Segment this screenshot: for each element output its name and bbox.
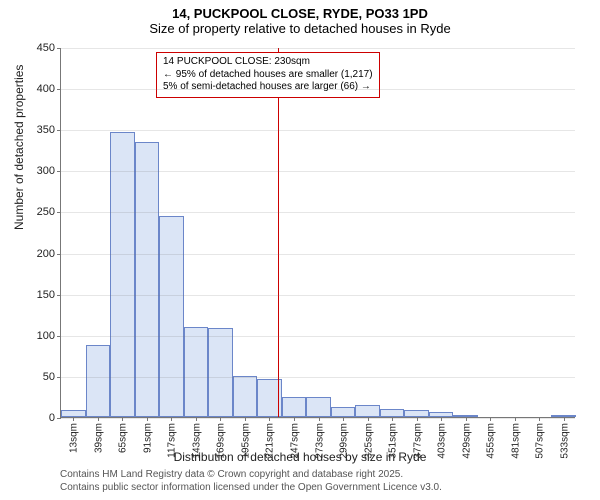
footer-line-2: Contains public sector information licen… [60,482,442,495]
x-tick-mark [515,417,516,421]
histogram-bar [110,132,135,417]
property-marker-line [278,48,279,417]
callout-line-3: 5% of semi-detached houses are larger (6… [163,81,373,94]
x-tick-mark [368,417,369,421]
x-tick-mark [245,417,246,421]
x-tick-mark [343,417,344,421]
x-tick-mark [147,417,148,421]
y-tick-label: 400 [37,83,55,95]
histogram-bar [208,328,233,417]
y-tick-mark [57,89,61,90]
grid-line [61,48,575,49]
footer-line-1: Contains HM Land Registry data © Crown c… [60,469,442,482]
x-tick-mark [417,417,418,421]
y-tick-label: 0 [49,412,55,424]
histogram-bar [184,327,209,417]
chart-area: 14 PUCKPOOL CLOSE: 230sqm ← 95% of detac… [60,48,575,418]
grid-line [61,377,575,378]
callout-line-2: ← 95% of detached houses are smaller (1,… [163,69,373,82]
grid-line [61,89,575,90]
y-tick-mark [57,254,61,255]
x-axis-title: Distribution of detached houses by size … [0,450,600,464]
x-tick-label: 39sqm [93,423,104,453]
histogram-bar [404,410,429,417]
histogram-bar [159,216,184,417]
x-tick-mark [441,417,442,421]
histogram-bar [306,397,331,417]
grid-line [61,171,575,172]
y-tick-label: 250 [37,206,55,218]
y-tick-mark [57,377,61,378]
y-tick-label: 50 [43,371,55,383]
x-tick-mark [392,417,393,421]
chart-title-sub: Size of property relative to detached ho… [0,21,600,36]
y-axis-title: Number of detached properties [12,65,26,230]
y-tick-mark [57,336,61,337]
y-tick-mark [57,295,61,296]
y-tick-label: 350 [37,124,55,136]
y-tick-label: 300 [37,165,55,177]
x-tick-label: 91sqm [142,423,153,453]
x-tick-mark [490,417,491,421]
x-tick-mark [220,417,221,421]
x-tick-mark [196,417,197,421]
x-tick-mark [319,417,320,421]
histogram-bar [331,407,356,417]
histogram-bar [135,142,160,417]
histogram-bar [233,376,258,417]
y-tick-label: 450 [37,42,55,54]
property-callout: 14 PUCKPOOL CLOSE: 230sqm ← 95% of detac… [156,52,380,98]
histogram-bar [282,397,307,417]
y-tick-mark [57,48,61,49]
x-tick-mark [171,417,172,421]
histogram-bar [86,345,111,417]
bars-group [61,48,575,417]
y-tick-mark [57,130,61,131]
x-tick-mark [98,417,99,421]
plot-area: 14 PUCKPOOL CLOSE: 230sqm ← 95% of detac… [60,48,575,418]
x-tick-mark [73,417,74,421]
histogram-bar [380,409,405,417]
y-tick-label: 150 [37,289,55,301]
footer-attribution: Contains HM Land Registry data © Crown c… [60,469,442,494]
x-tick-mark [294,417,295,421]
callout-line-1: 14 PUCKPOOL CLOSE: 230sqm [163,56,373,69]
x-tick-mark [564,417,565,421]
chart-title-block: 14, PUCKPOOL CLOSE, RYDE, PO33 1PD Size … [0,0,600,36]
grid-line [61,295,575,296]
histogram-bar [61,410,86,417]
grid-line [61,130,575,131]
x-tick-label: 65sqm [118,423,129,453]
grid-line [61,336,575,337]
y-tick-label: 200 [37,248,55,260]
x-tick-mark [122,417,123,421]
x-tick-mark [269,417,270,421]
y-tick-label: 100 [37,330,55,342]
histogram-bar [355,405,380,417]
grid-line [61,212,575,213]
x-tick-mark [539,417,540,421]
y-tick-mark [57,171,61,172]
y-tick-mark [57,212,61,213]
grid-line [61,254,575,255]
y-tick-mark [57,418,61,419]
x-tick-label: 13sqm [69,423,80,453]
x-tick-mark [466,417,467,421]
chart-title-main: 14, PUCKPOOL CLOSE, RYDE, PO33 1PD [0,6,600,21]
